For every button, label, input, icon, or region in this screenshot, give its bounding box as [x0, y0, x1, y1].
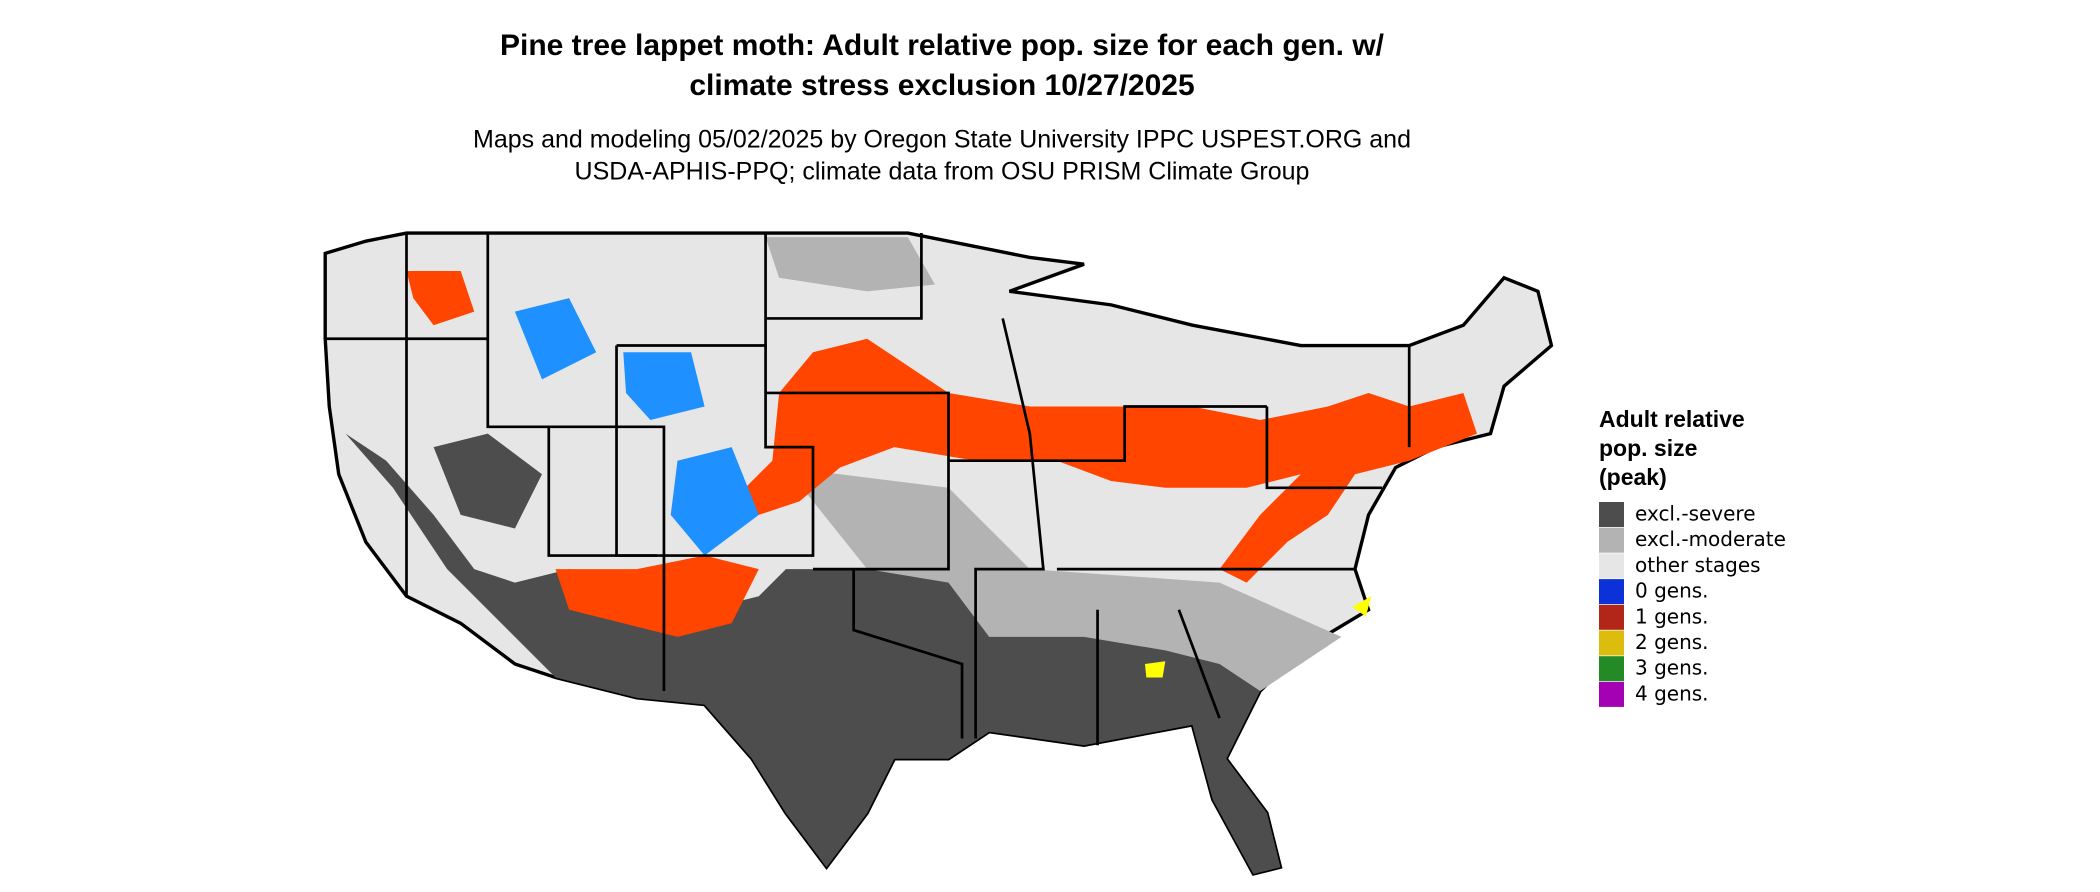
legend-label: 4 gens. [1635, 681, 1709, 705]
legend-label: 1 gens. [1635, 604, 1709, 628]
region-2gen [1144, 661, 1166, 678]
legend-label: 0 gens. [1635, 579, 1709, 603]
region-1gen [555, 555, 759, 637]
legend-label: excl.-moderate [1635, 527, 1786, 551]
region-0gen [670, 447, 759, 556]
region-moderate [765, 237, 935, 292]
legend-label: 3 gens. [1635, 656, 1709, 680]
legend-title: Adult relative [1599, 406, 1745, 432]
region-0gen [514, 298, 597, 380]
state-borders [325, 233, 1411, 746]
legend-swatch [1599, 502, 1624, 527]
legend-swatch [1599, 604, 1624, 630]
legend-swatch [1599, 527, 1624, 553]
region-0gen [623, 352, 705, 421]
title-line: Pine tree lappet moth: Adult relative po… [500, 29, 1385, 62]
subtitle-line: Maps and modeling 05/02/2025 by Oregon S… [473, 126, 1411, 154]
region-moderate [785, 467, 1342, 692]
title-line: climate stress exclusion 10/27/2025 [689, 69, 1194, 102]
region-severe [433, 433, 542, 529]
subtitle-line: USDA-APHIS-PPQ; climate data from OSU PR… [575, 158, 1310, 186]
legend-swatch [1599, 656, 1624, 682]
legend-swatch [1599, 630, 1624, 656]
legend-label: 2 gens. [1635, 630, 1709, 654]
region-2gen [1352, 596, 1372, 617]
legend-title: (peak) [1599, 464, 1667, 490]
legend-swatch [1599, 553, 1624, 579]
region-severe [345, 433, 1281, 874]
legend-swatch [1599, 579, 1624, 605]
legend-swatch [1599, 681, 1624, 707]
legend-title: pop. size [1599, 435, 1697, 461]
legend-label: excl.-severe [1635, 502, 1756, 526]
map [323, 231, 1554, 876]
legend-label: other stages [1635, 553, 1761, 577]
